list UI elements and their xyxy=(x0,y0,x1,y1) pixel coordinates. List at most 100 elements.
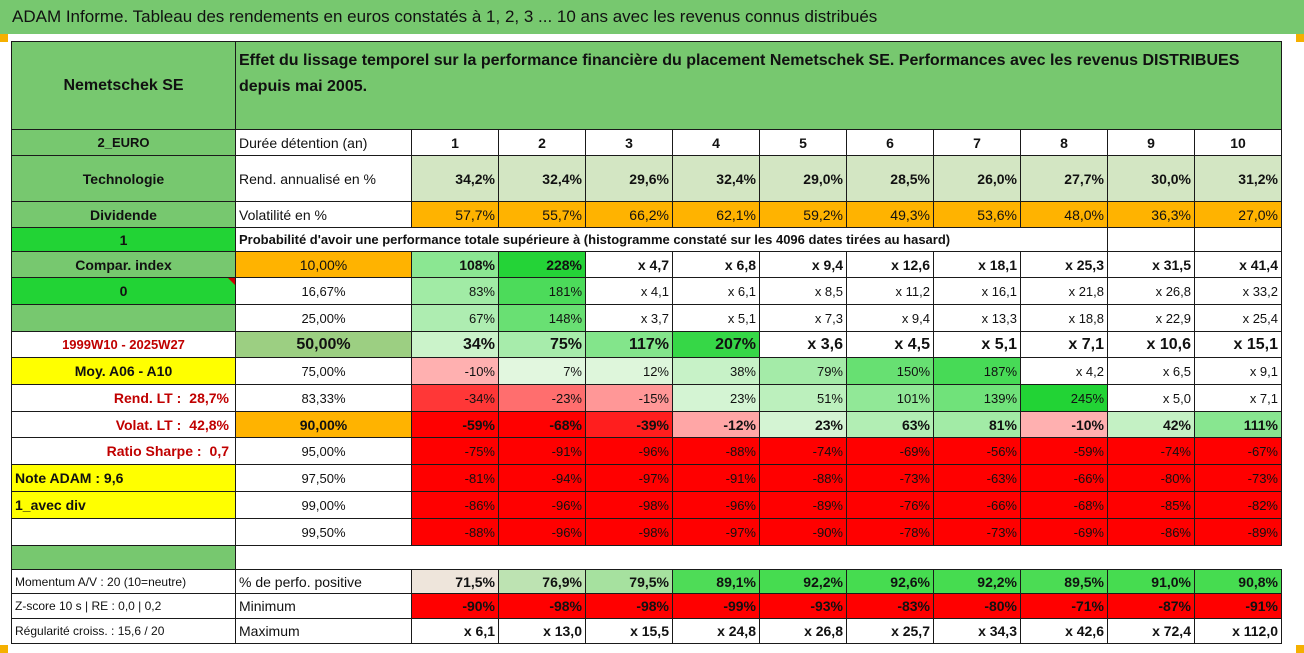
probability-cell: -68% xyxy=(1020,491,1108,519)
probability-cell: x 3,6 xyxy=(759,331,847,358)
probability-cell: 75% xyxy=(498,331,586,358)
probability-cell: -66% xyxy=(1020,464,1108,492)
probability-cell: 51% xyxy=(759,384,847,412)
volatility-row: Dividende Volatilité en % 57,7% 55,7% 66,2% 6… xyxy=(11,201,1282,228)
probability-row: 25,00% 67% 148% x 3,7 x 5,1 x 7,3 x 9,4 x 13,3 x… xyxy=(11,304,1282,332)
probability-threshold: 16,67% xyxy=(235,277,412,305)
maximum-cell: x 42,6 xyxy=(1020,618,1108,644)
minimum-cell: -90% xyxy=(411,593,499,619)
probability-row: Compar. index 10,00% 108% 228% x 4,7 x 6,8 x 9… xyxy=(11,251,1282,278)
return-cell: 30,0% xyxy=(1107,155,1195,202)
probability-cell: 38% xyxy=(672,357,760,385)
probability-row: 99,50% -88% -96% -98% -97% -90% -78% -73% -69% -8… xyxy=(11,518,1282,546)
return-cell: 29,6% xyxy=(585,155,673,202)
minimum-cell: -87% xyxy=(1107,593,1195,619)
probability-cell: -10% xyxy=(411,357,499,385)
positive-label: % de perfo. positive xyxy=(235,569,412,594)
probability-cell: -63% xyxy=(933,464,1021,492)
probability-cell: x 21,8 xyxy=(1020,277,1108,305)
probability-cell: -59% xyxy=(1020,437,1108,465)
probability-cell: -96% xyxy=(498,491,586,519)
probability-row: Ratio Sharpe :0,7 95,00% -75% -91% -96% -88% -… xyxy=(11,437,1282,465)
probability-cell: 12% xyxy=(585,357,673,385)
duration-label: Durée détention (an) xyxy=(235,129,412,156)
maximum-cell: x 26,8 xyxy=(759,618,847,644)
window-title: ADAM Informe. Tableau des rendements en … xyxy=(0,0,1304,34)
probability-cell: -82% xyxy=(1194,491,1282,519)
corner-marker xyxy=(1296,34,1304,42)
year-header: 1 xyxy=(411,129,499,156)
minimum-cell: -98% xyxy=(585,593,673,619)
probability-threshold: 99,50% xyxy=(235,518,412,546)
return-cell: 29,0% xyxy=(759,155,847,202)
probability-cell: -85% xyxy=(1107,491,1195,519)
sector-label: Technologie xyxy=(11,155,236,202)
probability-threshold: 99,00% xyxy=(235,491,412,519)
probability-cell: x 6,8 xyxy=(672,251,760,278)
probability-header-row: 1 Probabilité d'avoir une performance tot… xyxy=(11,227,1282,252)
probability-cell: 181% xyxy=(498,277,586,305)
spacer-green xyxy=(11,545,236,570)
probability-cell: x 5,0 xyxy=(1107,384,1195,412)
volatility-cell: 27,0% xyxy=(1194,201,1282,228)
probability-cell: x 15,1 xyxy=(1194,331,1282,358)
dividend-mode: 1_avec div xyxy=(11,491,236,519)
adam-note: Note ADAM : 9,6 xyxy=(11,464,236,492)
maximum-cell: x 6,1 xyxy=(411,618,499,644)
probability-cell: -96% xyxy=(585,437,673,465)
probability-cell: 245% xyxy=(1020,384,1108,412)
probability-cell: 139% xyxy=(933,384,1021,412)
long-term-return: Rend. LT : 28,7% xyxy=(11,384,236,412)
probability-cell: -78% xyxy=(846,518,934,546)
probability-row: Rend. LT :28,7% 83,33% -34% -23% -15% 23% 51% 1… xyxy=(11,384,1282,412)
probability-cell: x 25,3 xyxy=(1020,251,1108,278)
probability-cell: -12% xyxy=(672,411,760,438)
probability-cell: -89% xyxy=(1194,518,1282,546)
probability-cell: -96% xyxy=(672,491,760,519)
probability-cell: x 4,2 xyxy=(1020,357,1108,385)
return-cell: 26,0% xyxy=(933,155,1021,202)
momentum-label: Momentum A/V : 20 (10=neutre) xyxy=(11,569,236,594)
sharpe-ratio: Ratio Sharpe : 0,7 xyxy=(11,437,236,465)
probability-cell: x 9,1 xyxy=(1194,357,1282,385)
probability-cell: x 16,1 xyxy=(933,277,1021,305)
probability-cell: x 5,1 xyxy=(672,304,760,332)
probability-label: Probabilité d'avoir une performance tota… xyxy=(235,227,1108,252)
maximum-cell: x 72,4 xyxy=(1107,618,1195,644)
long-term-volatility: Volat. LT : 42,8% xyxy=(11,411,236,438)
probability-cell: x 6,5 xyxy=(1107,357,1195,385)
probability-threshold: 10,00% xyxy=(235,251,412,278)
maximum-cell: x 13,0 xyxy=(498,618,586,644)
description: Effet du lissage temporel sur la perform… xyxy=(235,41,1282,130)
probability-cell: 81% xyxy=(933,411,1021,438)
probability-cell: -94% xyxy=(498,464,586,492)
probability-row: 1999W10 - 2025W27 50,00% 34% 75% 117% 207% x 3… xyxy=(11,331,1282,358)
sharpe-ratio-label: Ratio Sharpe : xyxy=(106,443,202,459)
probability-threshold: 75,00% xyxy=(235,357,412,385)
positive-cell: 92,2% xyxy=(933,569,1021,594)
volatility-cell: 53,6% xyxy=(933,201,1021,228)
probability-cell: -88% xyxy=(411,518,499,546)
positive-cell: 90,8% xyxy=(1194,569,1282,594)
sharpe-ratio-value: 0,7 xyxy=(209,443,229,459)
probability-cell: 42% xyxy=(1107,411,1195,438)
volatility-cell: 66,2% xyxy=(585,201,673,228)
positive-cell: 92,6% xyxy=(846,569,934,594)
probability-cell: x 11,2 xyxy=(846,277,934,305)
positive-cell: 71,5% xyxy=(411,569,499,594)
return-cell: 32,4% xyxy=(672,155,760,202)
probability-threshold: 90,00% xyxy=(235,411,412,438)
probability-cell: 34% xyxy=(411,331,499,358)
probability-cell: -69% xyxy=(1020,518,1108,546)
probability-cell: x 8,5 xyxy=(759,277,847,305)
probability-cell: x 4,5 xyxy=(846,331,934,358)
probability-cell: x 13,3 xyxy=(933,304,1021,332)
probability-cell: 111% xyxy=(1194,411,1282,438)
long-term-volatility-label: Volat. LT : xyxy=(115,416,182,433)
return-cell: 32,4% xyxy=(498,155,586,202)
probability-cell: x 25,4 xyxy=(1194,304,1282,332)
long-term-return-value: 28,7% xyxy=(189,390,229,406)
year-header: 4 xyxy=(672,129,760,156)
probability-cell: x 9,4 xyxy=(846,304,934,332)
maximum-cell: x 24,8 xyxy=(672,618,760,644)
